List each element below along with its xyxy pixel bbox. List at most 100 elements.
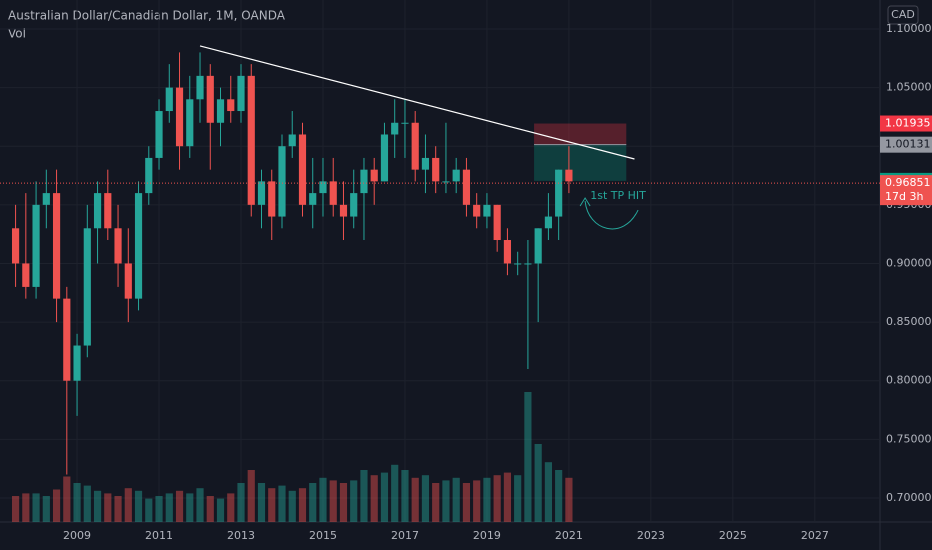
volume-bar xyxy=(63,476,71,522)
price-tag xyxy=(880,115,932,132)
candle-body xyxy=(155,111,163,158)
candle xyxy=(483,193,491,229)
volume-bar xyxy=(93,490,102,522)
candle xyxy=(73,333,81,416)
candle-body xyxy=(432,157,440,182)
candle-body xyxy=(52,193,61,299)
candle-body xyxy=(83,228,91,346)
price-tag xyxy=(880,136,932,153)
candle xyxy=(421,134,430,194)
candle-body xyxy=(514,263,522,265)
candle xyxy=(186,75,194,158)
candle-body xyxy=(442,181,450,183)
volume-bar xyxy=(257,483,266,522)
candle xyxy=(83,204,91,358)
volume-bar xyxy=(329,480,337,522)
candle-body xyxy=(380,134,389,182)
candle-body xyxy=(104,193,112,229)
candle-body xyxy=(350,193,358,217)
candle-body xyxy=(22,263,30,287)
candle-body xyxy=(534,228,542,264)
target-zone xyxy=(534,144,627,181)
candle xyxy=(11,204,20,287)
volume-bar xyxy=(555,470,563,522)
candle xyxy=(124,228,132,323)
candle xyxy=(473,193,481,229)
volume-label: Vol xyxy=(8,27,26,41)
volume-bar xyxy=(22,493,30,522)
candle-body xyxy=(63,298,71,381)
candle-body xyxy=(11,228,20,264)
volume-bar xyxy=(134,490,143,522)
candle xyxy=(370,157,378,205)
candle-body xyxy=(339,204,348,217)
volume-bar xyxy=(278,485,286,522)
volume-bar xyxy=(196,488,204,522)
price-tag-label: 0.96851 xyxy=(885,176,931,189)
candle xyxy=(278,134,286,229)
countdown-label: 17d 3h xyxy=(885,190,923,203)
volume-bar xyxy=(216,498,225,522)
candle-body xyxy=(452,169,460,182)
candle xyxy=(134,181,143,311)
currency-box xyxy=(887,5,919,25)
candle xyxy=(442,122,450,194)
volume-bar xyxy=(534,444,542,522)
candle xyxy=(288,111,296,158)
y-tick-label: 0.75000 xyxy=(886,432,932,445)
candle-body xyxy=(555,169,563,217)
candle-body xyxy=(565,169,573,182)
candle-body xyxy=(216,99,225,123)
candle-body xyxy=(411,122,419,170)
candle-body xyxy=(206,75,214,123)
candle xyxy=(514,251,522,276)
candle xyxy=(360,157,368,241)
candle-body xyxy=(462,169,471,205)
candle-body xyxy=(114,228,122,264)
candle-body xyxy=(473,204,481,217)
volume-bar xyxy=(268,488,276,522)
x-tick-label: 2027 xyxy=(801,529,829,542)
candle-body xyxy=(288,134,296,147)
candle xyxy=(63,286,71,475)
candle xyxy=(493,204,501,252)
candle-body xyxy=(524,263,532,265)
candle-body xyxy=(175,87,184,147)
volume-bar xyxy=(473,480,481,522)
candle xyxy=(309,157,317,229)
candle xyxy=(93,181,102,264)
candle xyxy=(544,193,552,241)
volume-bar xyxy=(288,490,296,522)
volume-bar xyxy=(32,493,40,522)
candle xyxy=(380,122,389,182)
volume-bar xyxy=(298,488,307,522)
candle-body xyxy=(227,99,235,112)
candle-body xyxy=(421,157,430,170)
candle-body xyxy=(42,193,50,205)
candle xyxy=(391,99,399,158)
candle xyxy=(524,240,532,369)
volume-bar xyxy=(339,483,348,522)
volume-bar xyxy=(42,496,50,522)
x-tick-label: 2025 xyxy=(719,529,747,542)
x-tick-label: 2011 xyxy=(145,529,173,542)
candle-body xyxy=(329,181,337,205)
volume-bar xyxy=(565,477,573,522)
volume-bar xyxy=(380,472,389,522)
candle-body xyxy=(257,181,266,205)
volume-bar xyxy=(483,477,491,522)
candle-body xyxy=(319,181,327,194)
candle xyxy=(462,157,471,217)
candle-body xyxy=(145,157,153,194)
volume-bar xyxy=(104,493,112,522)
candle-body xyxy=(278,146,286,217)
candle xyxy=(114,204,122,287)
candle-body xyxy=(124,263,132,299)
x-tick-label: 2015 xyxy=(309,529,337,542)
candle xyxy=(52,169,61,323)
candle-body xyxy=(503,240,512,264)
volume-bar xyxy=(145,498,153,522)
volume-bar xyxy=(391,464,399,522)
x-tick-label: 2021 xyxy=(555,529,583,542)
